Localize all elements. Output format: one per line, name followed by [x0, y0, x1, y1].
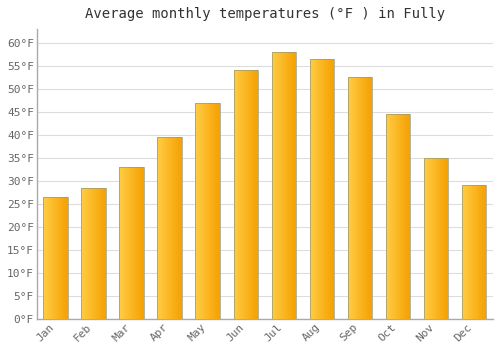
- Bar: [462, 186, 486, 319]
- Bar: [272, 52, 296, 319]
- Bar: [82, 188, 106, 319]
- Bar: [348, 77, 372, 319]
- Bar: [44, 197, 68, 319]
- Bar: [196, 103, 220, 319]
- Bar: [310, 59, 334, 319]
- Bar: [424, 158, 448, 319]
- Bar: [386, 114, 410, 319]
- Bar: [120, 167, 144, 319]
- Title: Average monthly temperatures (°F ) in Fully: Average monthly temperatures (°F ) in Fu…: [85, 7, 445, 21]
- Bar: [234, 70, 258, 319]
- Bar: [158, 137, 182, 319]
